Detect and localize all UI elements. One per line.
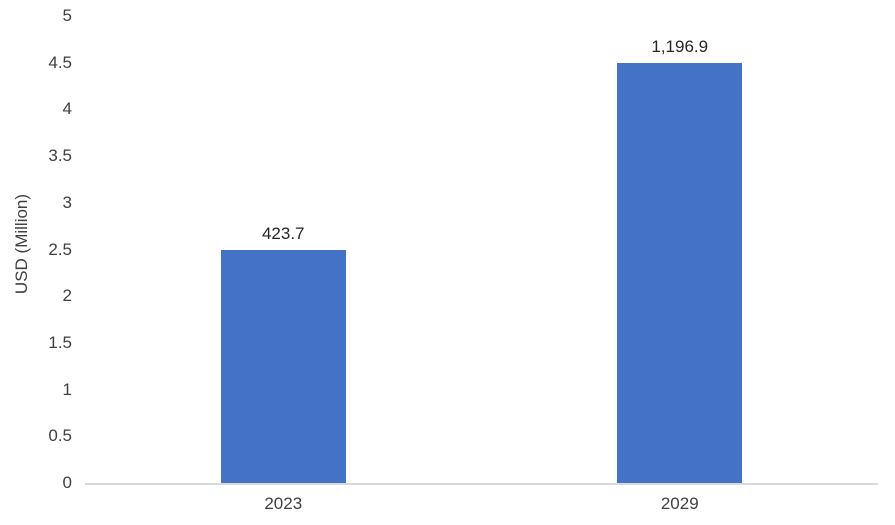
x-axis-line — [85, 483, 878, 485]
data-label-2023: 423.7 — [261, 223, 305, 243]
y-tick-label-2.5: 2.5 — [48, 239, 72, 259]
x-category-label-2023: 2023 — [264, 494, 303, 513]
y-tick-label-3: 3 — [62, 192, 72, 212]
y-tick-label-0: 0 — [62, 473, 72, 492]
y-tick-label-1: 1 — [62, 379, 72, 399]
data-label-2029: 1,196.9 — [651, 36, 709, 56]
y-tick-label-4.5: 4.5 — [48, 52, 72, 72]
x-category-label-2029: 2029 — [660, 494, 699, 513]
y-tick-label-4: 4 — [62, 99, 72, 119]
y-tick-label-1.5: 1.5 — [48, 332, 72, 352]
y-tick-label-2: 2 — [62, 286, 72, 306]
bar-2029 — [617, 62, 743, 483]
bar-2023 — [220, 249, 346, 483]
y-tick-label-5: 5 — [62, 6, 72, 25]
y-tick-label-3.5: 3.5 — [48, 146, 72, 166]
y-tick-label-0.5: 0.5 — [48, 426, 72, 446]
